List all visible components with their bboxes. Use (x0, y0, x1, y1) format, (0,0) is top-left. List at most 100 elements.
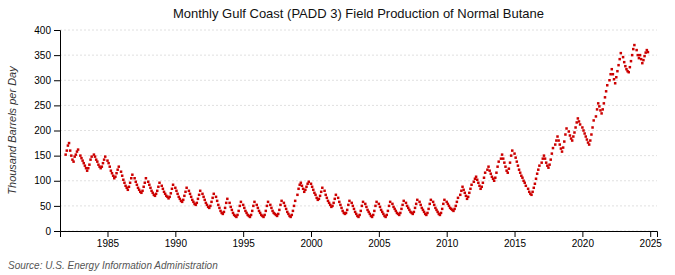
x-tick-label: 2005 (368, 238, 391, 249)
point (620, 52, 623, 55)
point (428, 203, 431, 206)
point (311, 186, 314, 189)
x-tick-mark (243, 231, 244, 237)
point (464, 192, 467, 195)
point (213, 193, 216, 196)
point (148, 184, 151, 187)
point (585, 135, 588, 138)
point (413, 211, 416, 214)
point (188, 190, 191, 193)
point (320, 191, 323, 194)
point (509, 161, 512, 164)
point (601, 108, 604, 111)
title: Monthly Gulf Coast (PADD 3) Field Produc… (173, 6, 544, 21)
point (599, 109, 602, 112)
point (456, 201, 459, 204)
point (496, 165, 499, 168)
point (107, 162, 110, 165)
point (537, 168, 540, 171)
point (405, 202, 408, 205)
point (358, 214, 361, 217)
point (414, 207, 417, 210)
point (190, 196, 193, 199)
point (176, 193, 179, 196)
point (340, 207, 343, 210)
point (81, 159, 84, 162)
point (120, 170, 123, 173)
point (217, 204, 220, 207)
grid-line (60, 155, 657, 156)
point (84, 164, 87, 167)
point (569, 134, 572, 137)
point (189, 193, 192, 196)
point (399, 212, 402, 215)
point (552, 147, 555, 150)
point (141, 190, 144, 193)
point (291, 214, 294, 217)
grid-line (60, 180, 657, 181)
point (106, 159, 109, 162)
point (508, 167, 511, 170)
grid-line (60, 80, 657, 81)
y-tick-label: 250 (34, 100, 51, 111)
point (483, 176, 486, 179)
point (127, 189, 130, 192)
point (224, 207, 227, 210)
point (223, 211, 226, 214)
point (102, 162, 105, 165)
point (64, 153, 67, 156)
point (285, 208, 288, 211)
point (335, 194, 338, 197)
x-tick-label: 1990 (165, 238, 188, 249)
point (415, 203, 418, 206)
point (283, 202, 286, 205)
point (255, 204, 258, 207)
point (427, 208, 430, 211)
point (433, 204, 436, 207)
point (373, 210, 376, 213)
point (507, 171, 510, 174)
points (64, 44, 649, 218)
point (302, 188, 305, 191)
x-tick-mark (311, 231, 312, 237)
point (470, 184, 473, 187)
x-tick: 2005 (368, 231, 391, 249)
y-tick: 400 (34, 25, 60, 36)
point (75, 153, 78, 156)
point (250, 214, 253, 217)
point (554, 143, 557, 146)
y-tick-mark (54, 30, 60, 31)
point (118, 165, 121, 168)
point (592, 119, 595, 122)
point (627, 71, 630, 74)
point (644, 51, 647, 54)
point (516, 160, 519, 163)
y-tick-mark (54, 231, 60, 232)
point (568, 130, 571, 133)
point (465, 195, 468, 198)
point (459, 194, 462, 197)
y-tick-mark (54, 80, 60, 81)
point (391, 203, 394, 206)
point (632, 48, 635, 51)
point (517, 164, 520, 167)
point (239, 205, 242, 208)
point (504, 165, 507, 168)
point (493, 180, 496, 183)
point (605, 90, 608, 93)
point (202, 196, 205, 199)
point (240, 201, 243, 204)
point (388, 205, 391, 208)
y-tick: 150 (34, 150, 60, 161)
point (318, 198, 321, 201)
point (218, 207, 221, 210)
point (183, 195, 186, 198)
point (149, 187, 152, 190)
point (72, 160, 75, 163)
point (640, 58, 643, 61)
x-tick-mark (582, 231, 583, 237)
point (490, 172, 493, 175)
point (346, 209, 349, 212)
point (142, 186, 145, 189)
point (130, 177, 133, 180)
